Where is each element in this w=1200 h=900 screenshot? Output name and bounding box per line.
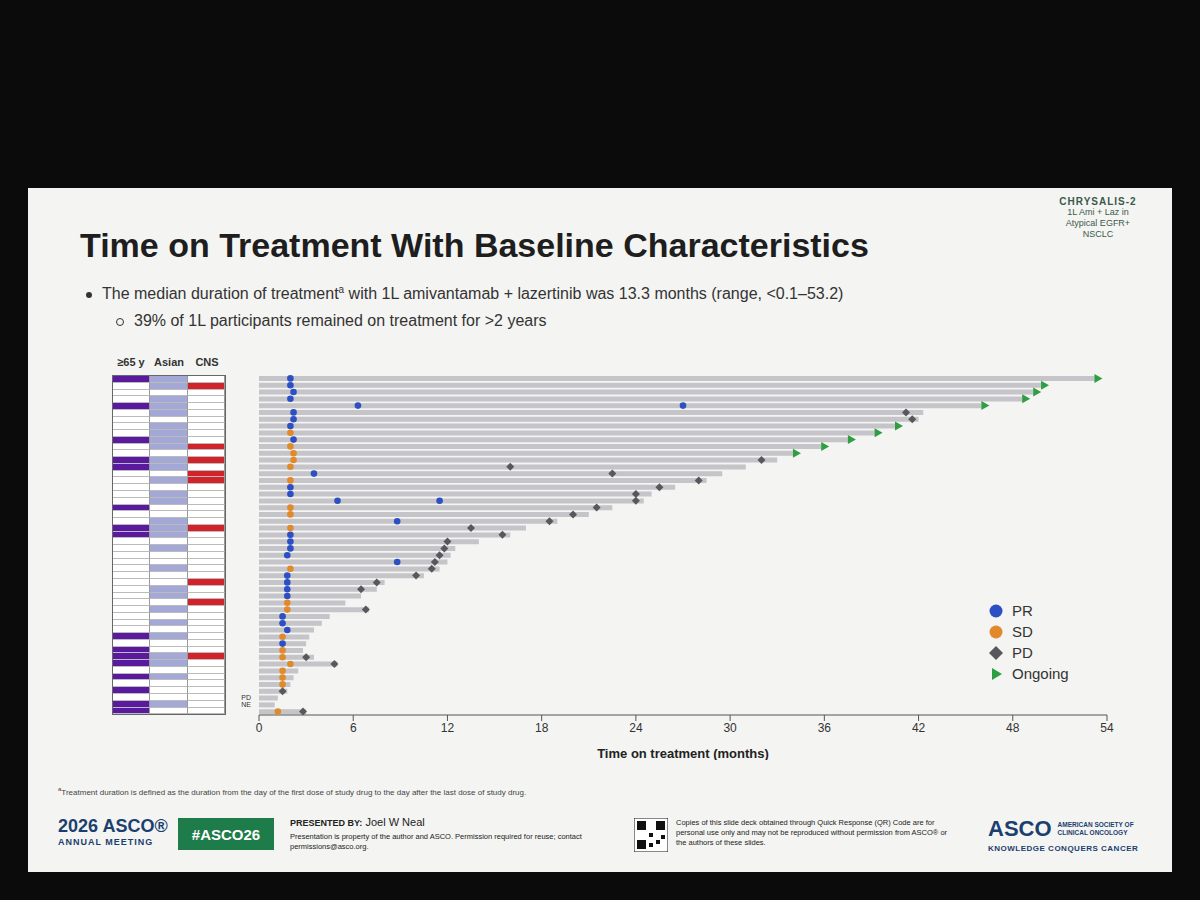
svg-text:36: 36	[818, 721, 832, 735]
html-text:39% of 1L participants remaine: 39% of 1L participants remained on treat…	[134, 312, 547, 329]
html-text:Ongoing: Ongoing	[1012, 665, 1069, 682]
svg-text:6: 6	[350, 721, 357, 735]
html-text:Time on Treatment With Baselin: Time on Treatment With Baseline Characte…	[80, 226, 869, 264]
html-text:NSCLC: NSCLC	[1082, 229, 1114, 239]
svg-text:24: 24	[629, 721, 643, 735]
html-text:CNS: CNS	[195, 356, 219, 368]
html-text:PD: PD	[1012, 644, 1033, 661]
html-text:The median duration of treatme: The median duration of treatmentawith 1L…	[102, 284, 844, 303]
svg-text:12: 12	[441, 721, 455, 735]
svg-text:NE: NE	[241, 701, 251, 708]
html-text:≥65 y: ≥65 y	[117, 356, 145, 368]
html-text:Presentation is property of th: Presentation is property of the author a…	[290, 832, 582, 851]
html-text:PR: PR	[1012, 602, 1033, 619]
html-text:#ASCO26: #ASCO26	[191, 825, 261, 843]
html-text:ASCO: ASCO	[988, 816, 1052, 841]
svg-text:18: 18	[535, 721, 549, 735]
svg-text:54: 54	[1100, 721, 1114, 735]
html-text:Asian: Asian	[154, 356, 184, 368]
html-text:ANNUAL MEETING: ANNUAL MEETING	[58, 837, 154, 847]
html-text:Copies of this slide deck obta: Copies of this slide deck obtained throu…	[676, 818, 948, 847]
html-text:CLINICAL ONCOLOGY: CLINICAL ONCOLOGY	[1057, 829, 1128, 836]
html-text:SD: SD	[1012, 623, 1033, 640]
svg-text:42: 42	[912, 721, 926, 735]
html-text:PRESENTED BY: Joel W Neal: PRESENTED BY: Joel W Neal	[290, 816, 425, 828]
html-text:AMERICAN SOCIETY OF: AMERICAN SOCIETY OF	[1057, 821, 1134, 828]
svg-text:30: 30	[723, 721, 737, 735]
html-text:CHRYSALIS-2: CHRYSALIS-2	[1059, 196, 1137, 207]
svg-text:48: 48	[1006, 721, 1020, 735]
html-text:KNOWLEDGE CONQUERS CANCER: KNOWLEDGE CONQUERS CANCER	[988, 844, 1139, 853]
svg-text:PD: PD	[241, 694, 251, 702]
svg-text:0: 0	[256, 721, 263, 735]
html-text:2026 ASCO®: 2026 ASCO®	[58, 816, 168, 836]
svg-text:Time on treatment (months): Time on treatment (months)	[597, 746, 769, 760]
html-text:Atypical EGFR+: Atypical EGFR+	[1065, 218, 1131, 228]
html-text:1L Ami + Laz in: 1L Ami + Laz in	[1067, 207, 1129, 217]
html-text:aTreatment duration is defined: aTreatment duration is defined as the du…	[58, 786, 527, 797]
